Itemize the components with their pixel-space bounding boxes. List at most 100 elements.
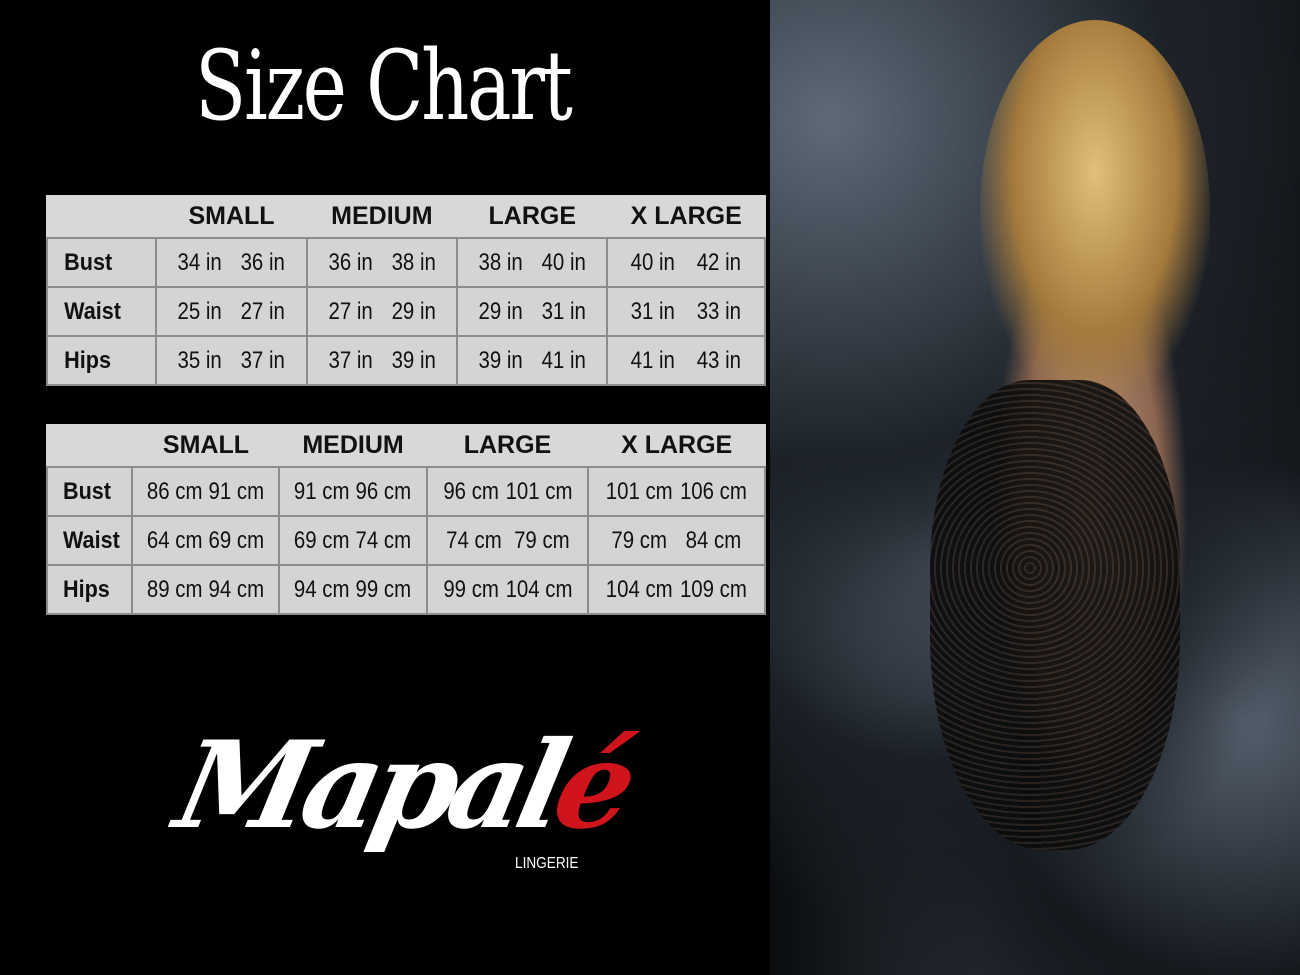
- min-value: 39 in: [478, 346, 523, 374]
- max-value: 29 in: [391, 297, 436, 325]
- size-cell: 79 cm 84 cm: [587, 515, 766, 566]
- size-header: LARGE: [426, 424, 589, 468]
- model-hair: [980, 20, 1210, 400]
- size-header: SMALL: [156, 195, 307, 239]
- max-value: 99 cm: [356, 575, 412, 603]
- size-header: MEDIUM: [306, 195, 458, 239]
- min-value: 37 in: [328, 346, 373, 374]
- min-value: 94 cm: [294, 575, 350, 603]
- min-value: 99 cm: [442, 575, 499, 603]
- min-value: 91 cm: [294, 477, 350, 505]
- max-value: 27 in: [240, 297, 286, 325]
- max-value: 101 cm: [505, 477, 573, 505]
- min-value: 31 in: [631, 297, 676, 325]
- min-value: 69 cm: [294, 526, 350, 554]
- corner-cell: [47, 424, 133, 468]
- max-value: 74 cm: [356, 526, 412, 554]
- size-cell: 38 in 40 in: [456, 237, 609, 288]
- header-row: SMALL MEDIUM LARGE X LARGE: [47, 424, 765, 468]
- size-cell: 86 cm 91 cm: [131, 466, 281, 517]
- size-cell: 34 in 36 in: [155, 237, 308, 288]
- size-cell: 37 in 39 in: [305, 335, 459, 386]
- page-title: Size Chart: [195, 30, 573, 142]
- table-row: Waist 25 in 27 in 27 in 29 in 29 in 31 in 31 in…: [47, 286, 766, 337]
- size-cell: 101 cm 106 cm: [587, 466, 766, 517]
- max-value: 43 in: [697, 346, 742, 374]
- size-cell: 39 in 41 in: [456, 335, 609, 386]
- max-value: 94 cm: [208, 575, 265, 603]
- max-value: 96 cm: [356, 477, 412, 505]
- size-cell: 94 cm 99 cm: [278, 564, 428, 615]
- max-value: 36 in: [240, 248, 286, 276]
- size-cell: 104 cm 109 cm: [587, 564, 766, 615]
- size-table-inches: SMALL MEDIUM LARGE X LARGE Bust 34 in 36 in 36 …: [46, 195, 766, 386]
- size-cell: 27 in 29 in: [305, 286, 459, 337]
- max-value: 42 in: [697, 248, 742, 276]
- max-value: 91 cm: [208, 477, 265, 505]
- min-value: 74 cm: [445, 526, 502, 554]
- size-cell: 41 in 43 in: [606, 335, 766, 386]
- min-value: 35 in: [177, 346, 223, 374]
- size-cell: 96 cm 101 cm: [425, 466, 590, 517]
- max-value: 109 cm: [680, 575, 748, 603]
- size-header: LARGE: [457, 195, 608, 239]
- max-value: 84 cm: [685, 526, 742, 554]
- min-value: 40 in: [631, 248, 676, 276]
- header-row: SMALL MEDIUM LARGE X LARGE: [47, 195, 765, 239]
- measure-label: Hips: [50, 564, 130, 615]
- min-value: 34 in: [177, 248, 223, 276]
- min-value: 86 cm: [147, 477, 203, 505]
- max-value: 106 cm: [680, 477, 748, 505]
- min-value: 64 cm: [147, 526, 203, 554]
- min-value: 101 cm: [606, 477, 674, 505]
- min-value: 104 cm: [606, 575, 674, 603]
- size-cell: 31 in 33 in: [606, 286, 766, 337]
- brand-subtitle: LINGERIE: [515, 855, 579, 872]
- size-cell: 36 in 38 in: [305, 237, 459, 288]
- max-value: 37 in: [240, 346, 286, 374]
- min-value: 79 cm: [611, 526, 668, 554]
- max-value: 69 cm: [208, 526, 265, 554]
- max-value: 104 cm: [505, 575, 573, 603]
- max-value: 38 in: [391, 248, 436, 276]
- min-value: 38 in: [478, 248, 523, 276]
- measure-label: Hips: [51, 335, 152, 386]
- min-value: 27 in: [328, 297, 373, 325]
- max-value: 33 in: [697, 297, 742, 325]
- max-value: 41 in: [541, 346, 586, 374]
- max-value: 79 cm: [513, 526, 570, 554]
- size-header: X LARGE: [588, 424, 765, 468]
- size-cell: 29 in 31 in: [456, 286, 609, 337]
- table-row: Bust 34 in 36 in 36 in 38 in 38 in 40 in 40 in 4…: [47, 237, 766, 288]
- size-cell: 99 cm 104 cm: [425, 564, 590, 615]
- brand-name: Mapal: [165, 715, 573, 856]
- measure-label: Waist: [50, 515, 130, 566]
- min-value: 25 in: [177, 297, 223, 325]
- max-value: 31 in: [541, 297, 586, 325]
- size-cell: 74 cm 79 cm: [425, 515, 590, 566]
- size-table-cm: SMALL MEDIUM LARGE X LARGE Bust 86 cm 91 cm 91 …: [46, 424, 766, 615]
- max-value: 39 in: [391, 346, 436, 374]
- table-row: Hips 35 in 37 in 37 in 39 in 39 in 41 in 41 in 4…: [47, 335, 766, 386]
- lace-bodysuit: [930, 380, 1180, 850]
- size-cell: 64 cm 69 cm: [131, 515, 281, 566]
- measure-label: Bust: [51, 237, 152, 288]
- table-row: Bust 86 cm 91 cm 91 cm 96 cm 96 cm 101 cm 101 c…: [47, 466, 766, 517]
- size-cell: 89 cm 94 cm: [131, 564, 281, 615]
- size-cell: 91 cm 96 cm: [278, 466, 428, 517]
- min-value: 36 in: [328, 248, 373, 276]
- table-row: Waist 64 cm 69 cm 69 cm 74 cm 74 cm 79 cm 79 cm…: [47, 515, 766, 566]
- size-cell: 25 in 27 in: [155, 286, 308, 337]
- measure-label: Bust: [50, 466, 130, 517]
- size-cell: 40 in 42 in: [606, 237, 766, 288]
- min-value: 96 cm: [442, 477, 499, 505]
- measure-label: Waist: [51, 286, 152, 337]
- table-row: Hips 89 cm 94 cm 94 cm 99 cm 99 cm 104 cm 104 c…: [47, 564, 766, 615]
- corner-cell: [47, 195, 157, 239]
- min-value: 29 in: [478, 297, 523, 325]
- size-header: SMALL: [132, 424, 280, 468]
- min-value: 89 cm: [147, 575, 203, 603]
- size-cell: 69 cm 74 cm: [278, 515, 428, 566]
- size-header: X LARGE: [607, 195, 765, 239]
- size-header: MEDIUM: [279, 424, 427, 468]
